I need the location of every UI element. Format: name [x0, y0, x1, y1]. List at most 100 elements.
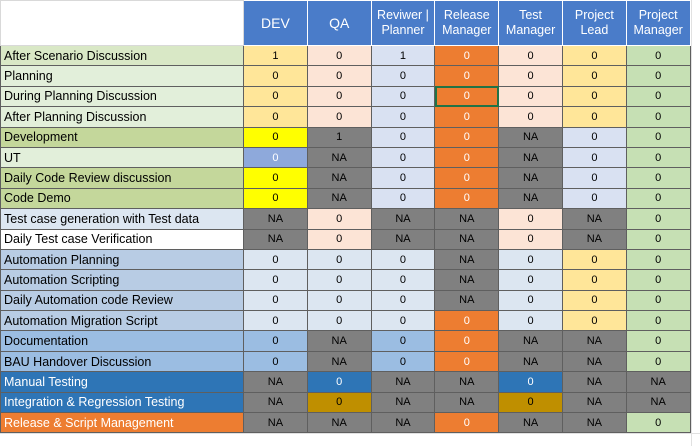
activity-label-cell[interactable]: Automation Migration Script [0, 310, 244, 332]
activity-label-cell[interactable]: Planning [0, 65, 244, 87]
value-cell[interactable]: NA [561, 228, 627, 250]
value-cell[interactable]: NA [561, 208, 627, 230]
activity-label-cell[interactable]: Automation Planning [0, 248, 244, 271]
activity-label-cell[interactable]: Integration & Regression Testing [0, 391, 244, 414]
value-cell[interactable]: NA [625, 391, 691, 414]
column-header-project-lead[interactable]: Project Lead [561, 0, 627, 46]
value-cell[interactable]: 0 [561, 126, 627, 148]
activity-label-cell[interactable]: After Planning Discussion [0, 106, 244, 128]
column-header-dev[interactable]: DEV [243, 0, 308, 46]
value-cell[interactable]: 0 [498, 289, 563, 312]
value-cell[interactable]: 0 [370, 269, 436, 291]
value-cell[interactable]: NA [306, 146, 372, 169]
value-cell[interactable]: NA [561, 371, 627, 393]
value-cell[interactable]: 0 [625, 350, 691, 373]
column-header-release-manager[interactable]: Release Manager [434, 0, 500, 46]
column-header-test-manager[interactable]: Test Manager [498, 0, 563, 46]
value-cell[interactable]: 0 [370, 310, 436, 332]
value-cell[interactable]: 1 [306, 126, 372, 148]
value-cell[interactable]: 0 [434, 330, 500, 352]
value-cell[interactable]: 0 [370, 248, 436, 271]
value-cell[interactable]: 0 [243, 350, 308, 373]
value-cell[interactable]: 0 [370, 126, 436, 148]
value-cell[interactable]: 0 [625, 248, 691, 271]
activity-label-cell[interactable]: Daily Code Review discussion [0, 167, 244, 189]
value-cell[interactable]: 0 [370, 85, 436, 108]
value-cell[interactable]: 0 [498, 310, 563, 332]
value-cell[interactable]: 0 [370, 330, 436, 352]
value-cell[interactable]: 0 [625, 289, 691, 312]
value-cell[interactable]: 0 [306, 248, 372, 271]
value-cell[interactable]: NA [561, 350, 627, 373]
value-cell[interactable]: 0 [370, 106, 436, 128]
value-cell[interactable]: 0 [434, 126, 500, 148]
value-cell[interactable]: 0 [370, 146, 436, 169]
value-cell[interactable]: 0 [306, 289, 372, 312]
value-cell[interactable]: NA [561, 412, 627, 434]
value-cell[interactable]: NA [434, 248, 500, 271]
value-cell[interactable]: 0 [306, 65, 372, 87]
activity-label-cell[interactable]: Automation Scripting [0, 269, 244, 291]
value-cell[interactable]: NA [306, 330, 372, 352]
value-cell[interactable]: 0 [498, 44, 563, 67]
value-cell[interactable]: NA [370, 371, 436, 393]
value-cell[interactable]: NA [498, 412, 563, 434]
value-cell[interactable]: 0 [561, 85, 627, 108]
value-cell[interactable]: 0 [434, 310, 500, 332]
value-cell[interactable]: NA [434, 391, 500, 414]
value-cell[interactable]: 0 [434, 350, 500, 373]
value-cell[interactable]: 0 [561, 146, 627, 169]
value-cell[interactable]: 0 [306, 208, 372, 230]
value-cell[interactable]: NA [306, 350, 372, 373]
column-header-project-manager[interactable]: Project Manager [625, 0, 691, 46]
column-header-reviewer-planner[interactable]: Reviwer | Planner [370, 0, 436, 46]
value-cell[interactable]: 0 [561, 106, 627, 128]
value-cell[interactable]: 0 [243, 85, 308, 108]
value-cell[interactable]: 0 [243, 65, 308, 87]
value-cell[interactable]: NA [498, 350, 563, 373]
value-cell[interactable]: 0 [243, 106, 308, 128]
value-cell[interactable]: NA [243, 391, 308, 414]
value-cell[interactable]: 0 [434, 44, 500, 67]
activity-label-cell[interactable]: Release & Script Management [0, 412, 244, 434]
value-cell[interactable]: 0 [625, 310, 691, 332]
value-cell[interactable]: 0 [306, 228, 372, 250]
value-cell[interactable]: 0 [243, 146, 308, 169]
value-cell[interactable]: 0 [561, 187, 627, 210]
value-cell[interactable]: 0 [498, 371, 563, 393]
value-cell[interactable]: 0 [243, 310, 308, 332]
activity-label-cell[interactable]: Development [0, 126, 244, 148]
value-cell[interactable]: NA [243, 412, 308, 434]
value-cell[interactable]: 0 [370, 350, 436, 373]
value-cell[interactable]: NA [561, 330, 627, 352]
value-cell[interactable]: 0 [625, 44, 691, 67]
value-cell[interactable]: 0 [561, 289, 627, 312]
value-cell[interactable]: 0 [434, 167, 500, 189]
value-cell[interactable]: 0 [434, 65, 500, 87]
value-cell[interactable]: 0 [434, 85, 500, 108]
value-cell[interactable]: 0 [498, 106, 563, 128]
value-cell[interactable]: 0 [370, 289, 436, 312]
value-cell[interactable]: NA [561, 391, 627, 414]
value-cell[interactable]: 0 [625, 187, 691, 210]
value-cell[interactable]: NA [306, 412, 372, 434]
value-cell[interactable]: 0 [561, 269, 627, 291]
value-cell[interactable]: 0 [243, 269, 308, 291]
value-cell[interactable]: 0 [498, 65, 563, 87]
value-cell[interactable]: 1 [243, 44, 308, 67]
column-header-qa[interactable]: QA [306, 0, 372, 46]
value-cell[interactable]: NA [498, 126, 563, 148]
value-cell[interactable]: 0 [625, 412, 691, 434]
value-cell[interactable]: 0 [306, 391, 372, 414]
activity-label-cell[interactable]: Manual Testing [0, 371, 244, 393]
activity-label-cell[interactable]: BAU Handover Discussion [0, 350, 244, 373]
value-cell[interactable]: 0 [434, 412, 500, 434]
value-cell[interactable]: NA [370, 228, 436, 250]
value-cell[interactable]: 0 [561, 310, 627, 332]
value-cell[interactable]: 0 [498, 85, 563, 108]
activity-label-cell[interactable]: Test case generation with Test data [0, 208, 244, 230]
value-cell[interactable]: 0 [625, 330, 691, 352]
value-cell[interactable]: 0 [370, 167, 436, 189]
activity-label-cell[interactable]: During Planning Discussion [0, 85, 244, 108]
value-cell[interactable]: NA [434, 228, 500, 250]
